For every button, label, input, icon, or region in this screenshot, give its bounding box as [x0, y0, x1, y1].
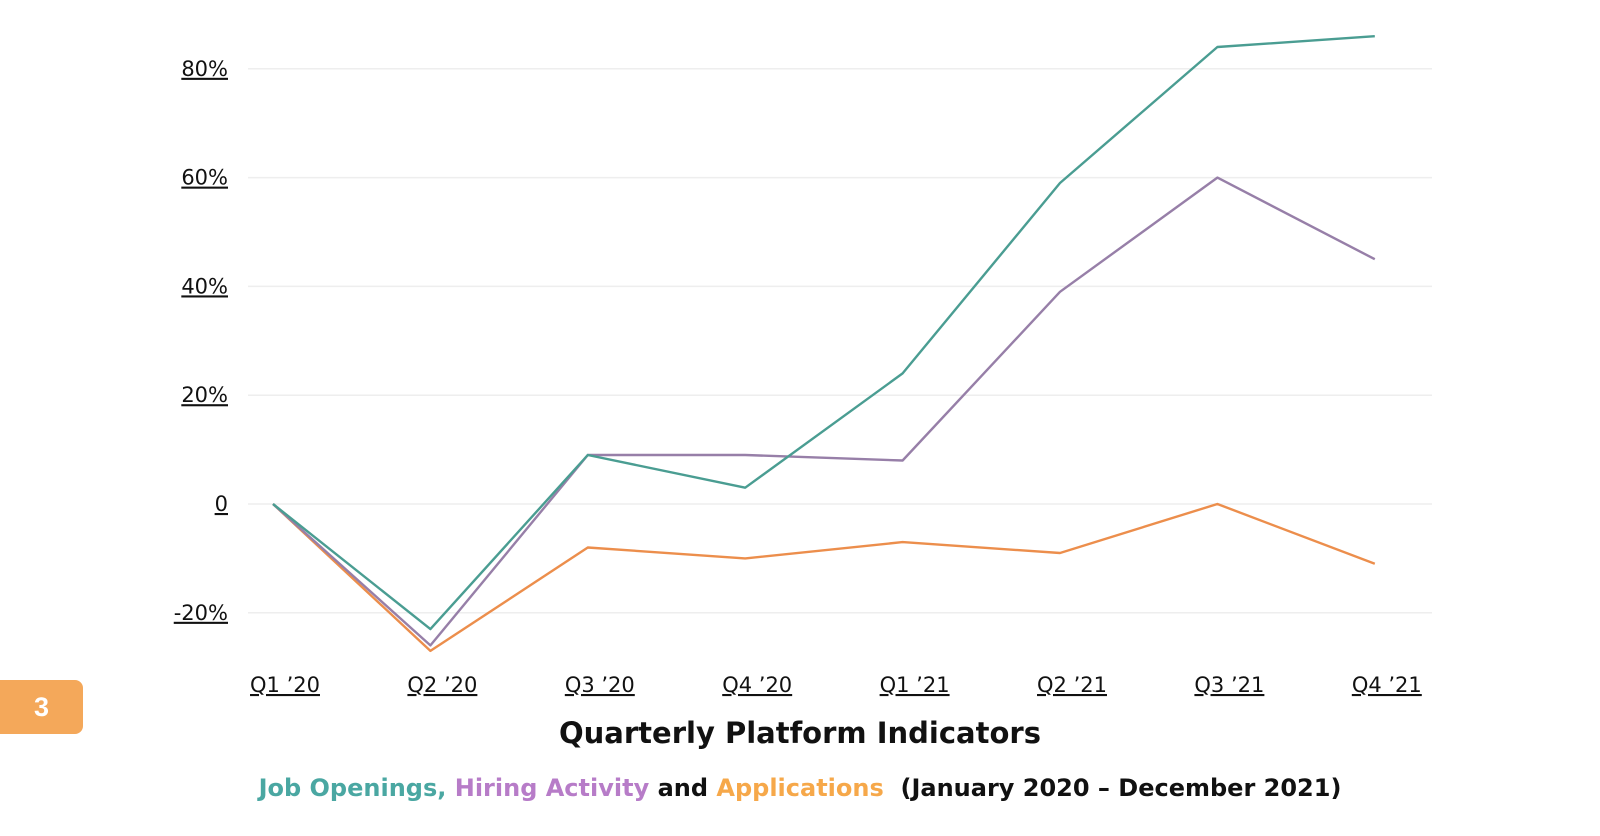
x-tick-label: Q1 ’20	[250, 673, 320, 697]
y-tick-label: 60%	[181, 166, 228, 190]
legend-date-range: (January 2020 – December 2021)	[883, 774, 1342, 802]
chart-title: Quarterly Platform Indicators	[559, 716, 1041, 750]
y-tick-label: 0	[215, 492, 228, 516]
x-tick-label: Q3 ’21	[1194, 673, 1264, 697]
x-tick-label: Q3 ’20	[565, 673, 635, 697]
y-tick-label: 80%	[181, 57, 228, 81]
y-tick-label: 20%	[181, 383, 228, 407]
legend: Job Openings, Hiring Activity and Applic…	[0, 774, 1600, 802]
y-tick-label: -20%	[174, 601, 228, 625]
series-line-hiring-activity	[272, 176, 1376, 647]
legend-hiring-activity: Hiring Activity	[454, 774, 650, 802]
legend-job-openings: Job Openings,	[258, 774, 455, 802]
legend-connector: and	[649, 774, 717, 802]
series-line-job-openings	[272, 35, 1375, 631]
y-tick-label: 40%	[181, 274, 228, 298]
x-tick-label: Q1 ’21	[880, 673, 950, 697]
x-tick-label: Q2 ’21	[1037, 673, 1107, 697]
page-number-badge: 3	[0, 680, 83, 734]
x-tick-label: Q2 ’20	[407, 673, 477, 697]
legend-applications: Applications	[716, 774, 884, 802]
series-line-applications	[272, 502, 1376, 653]
x-tick-label: Q4 ’21	[1352, 673, 1422, 697]
x-tick-label: Q4 ’20	[722, 673, 792, 697]
